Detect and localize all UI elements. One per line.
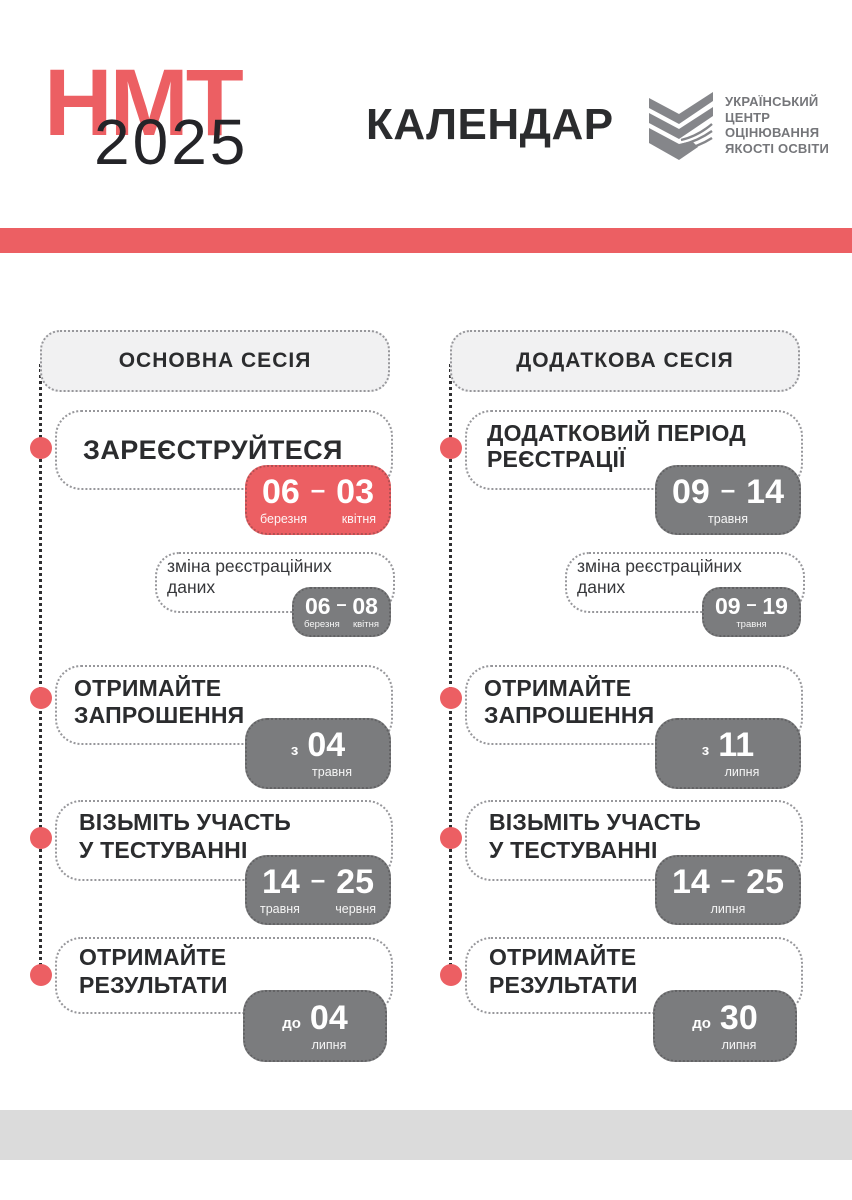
badge-month: липня <box>724 765 760 779</box>
step-title: зміна реєстраційних даних <box>167 555 332 597</box>
badge-month: липня <box>710 901 746 916</box>
timeline-dot <box>30 437 52 459</box>
badge-number: 08 <box>352 592 378 619</box>
step-title: ОТРИМАЙТЕ РЕЗУЛЬТАТИ <box>79 944 228 998</box>
timeline-dot <box>30 687 52 709</box>
date-badge: 09 – 19 травня <box>702 587 801 637</box>
badge-dash: – <box>720 473 736 504</box>
date-badge: 14 – 25 травня червня <box>245 855 391 925</box>
timeline-dot <box>440 687 462 709</box>
badge-number: 11 <box>718 726 755 764</box>
date-badge: до 30 липня <box>653 990 797 1062</box>
page-title: КАЛЕНДАР <box>366 100 614 149</box>
red-divider-bar <box>0 228 852 253</box>
badge-number: 25 <box>746 862 784 901</box>
org-name-line: УКРАЇНСЬКИЙ <box>725 94 819 109</box>
session-title: ДОДАТКОВА СЕСІЯ <box>516 349 734 372</box>
badge-number: 14 <box>262 862 300 901</box>
badge-month: травня <box>736 618 767 630</box>
badge-number: 09 <box>715 592 741 619</box>
org-name-line: ЦЕНТР <box>725 109 771 125</box>
step-card-invitation: ОТРИМАЙТЕ ЗАПРОШЕННЯ <box>465 665 803 745</box>
badge-prefix: з <box>701 742 710 759</box>
session-title-card: ДОДАТКОВА СЕСІЯ <box>450 330 800 392</box>
badge-number: 04 <box>309 998 348 1037</box>
badge-month: березня <box>260 511 308 526</box>
date-badge: 06 – 03 березня квітня <box>245 465 391 535</box>
session-title-card: ОСНОВНА СЕСІЯ <box>40 330 390 392</box>
badge-month: травня <box>312 765 352 779</box>
badge-month: липня <box>311 1037 347 1052</box>
column-main-session: ОСНОВНА СЕСІЯ ЗАРЕЄСТРУЙТЕСЯ 06 – 03 бер… <box>30 330 396 1075</box>
org-name-line: ОЦІНЮВАННЯ <box>725 125 820 140</box>
step-card-results: ОТРИМАЙТЕ РЕЗУЛЬТАТИ <box>465 937 803 1014</box>
bottom-bar <box>0 1110 852 1160</box>
badge-number: 19 <box>762 592 788 619</box>
step-card-invitation: ОТРИМАЙТЕ ЗАПРОШЕННЯ <box>55 665 393 745</box>
badge-number: 06 <box>262 472 300 511</box>
badge-number: 14 <box>672 862 710 901</box>
timeline-line <box>449 364 452 977</box>
step-title: зміна реєстраційних даних <box>577 555 742 597</box>
step-title: ОТРИМАЙТЕ ЗАПРОШЕННЯ <box>74 675 245 728</box>
timeline-dot <box>440 827 462 849</box>
date-badge: 06 – 08 березня квітня <box>292 587 391 637</box>
timeline-line <box>39 364 42 977</box>
badge-prefix: до <box>692 1014 711 1032</box>
badge-prefix: до <box>282 1014 301 1032</box>
badge-prefix: з <box>290 742 299 759</box>
step-title: ВІЗЬМІТЬ УЧАСТЬ У ТЕСТУВАННІ <box>79 809 292 863</box>
brand-nmt: НМТ <box>44 50 244 156</box>
brand-year: 2025 <box>94 106 249 178</box>
org-name: УКРАЇНСЬКИЙ ЦЕНТР ОЦІНЮВАННЯ ЯКОСТІ ОСВІ… <box>725 86 829 156</box>
badge-number: 30 <box>719 998 758 1037</box>
session-title: ОСНОВНА СЕСІЯ <box>118 349 312 372</box>
badge-month: березня <box>304 618 340 630</box>
badge-month: червня <box>335 901 376 916</box>
timeline-dot <box>440 964 462 986</box>
step-title: ЗАРЕЄСТРУЙТЕСЯ <box>83 434 343 465</box>
badge-dash: – <box>720 863 736 894</box>
badge-dash: – <box>310 473 326 504</box>
date-badge: 09 – 14 травня <box>655 465 801 535</box>
badge-month: квітня <box>352 618 379 630</box>
timeline-dot <box>30 827 52 849</box>
timeline-dot <box>440 437 462 459</box>
date-badge: з 04 травня <box>245 718 391 789</box>
badge-number: 25 <box>336 862 374 901</box>
badge-number: 06 <box>305 592 331 619</box>
badge-dash: – <box>310 863 326 894</box>
badge-month: травня <box>260 901 300 916</box>
org-name-line: ЯКОСТІ ОСВІТИ <box>725 140 830 156</box>
badge-number: 04 <box>307 726 346 764</box>
badge-month: липня <box>721 1037 757 1052</box>
timeline-dot <box>30 964 52 986</box>
step-title: ВІЗЬМІТЬ УЧАСТЬ У ТЕСТУВАННІ <box>489 809 702 863</box>
badge-dash: – <box>746 594 757 614</box>
step-title: ОТРИМАЙТЕ ЗАПРОШЕННЯ <box>484 675 655 728</box>
step-card-take-test: ВІЗЬМІТЬ УЧАСТЬ У ТЕСТУВАННІ <box>55 800 393 881</box>
org-logo: УКРАЇНСЬКИЙ ЦЕНТР ОЦІНЮВАННЯ ЯКОСТІ ОСВІ… <box>644 86 829 162</box>
badge-month: травня <box>708 511 748 526</box>
badge-dash: – <box>336 594 347 614</box>
date-badge: до 04 липня <box>243 990 387 1062</box>
badge-number: 09 <box>672 472 710 511</box>
date-badge: 14 – 25 липня <box>655 855 801 925</box>
step-title: ДОДАТКОВИЙ ПЕРІОД РЕЄСТРАЦІЇ <box>487 419 746 472</box>
badge-number: 14 <box>746 472 784 511</box>
open-book-logo-icon <box>644 86 716 162</box>
badge-month: квітня <box>341 511 376 526</box>
step-title: ОТРИМАЙТЕ РЕЗУЛЬТАТИ <box>489 944 638 998</box>
badge-number: 03 <box>336 472 374 511</box>
column-additional-session: ДОДАТКОВА СЕСІЯ ДОДАТКОВИЙ ПЕРІОД РЕЄСТР… <box>440 330 806 1075</box>
date-badge: з 11 липня <box>655 718 801 789</box>
